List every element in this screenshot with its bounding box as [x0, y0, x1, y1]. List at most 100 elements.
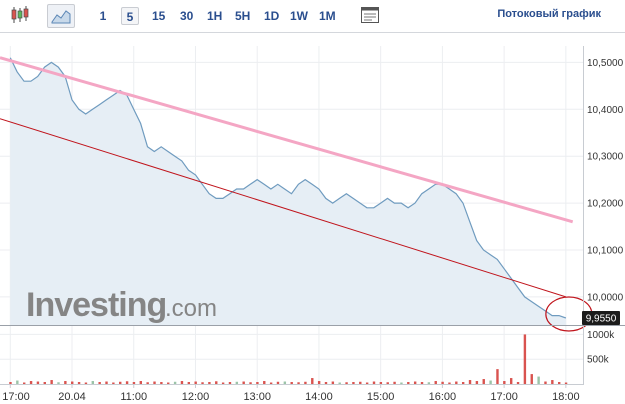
volume-bar: [544, 381, 547, 384]
volume-bar: [139, 381, 143, 384]
volume-tick-label: 1000k: [587, 330, 615, 341]
volume-bar: [461, 382, 465, 384]
volume-bar: [516, 382, 520, 384]
volume-bar: [400, 382, 403, 384]
volume-bar: [77, 382, 81, 384]
interval-button-15[interactable]: 15: [152, 9, 166, 23]
volume-tick-label: 500k: [587, 355, 610, 366]
volume-bar: [43, 382, 46, 384]
volume-bar: [194, 381, 197, 384]
volume-bar: [407, 382, 410, 384]
volume-bar: [50, 380, 53, 384]
volume-bar: [112, 382, 115, 384]
interval-button-1[interactable]: 1: [99, 9, 107, 23]
volume-bar: [208, 382, 211, 384]
volume-bar: [215, 381, 218, 384]
volume-bar: [509, 378, 513, 384]
volume-bar: [420, 382, 424, 384]
upper-trendline: [0, 56, 574, 224]
volume-bar: [359, 381, 362, 384]
volume-bar: [71, 381, 74, 384]
x-tick-label: 11:00: [120, 391, 147, 403]
main-plot: Investing .com: [0, 46, 593, 384]
interval-button-1h[interactable]: 1H: [207, 9, 223, 23]
volume-bar: [503, 381, 506, 384]
volume-bar: [496, 369, 499, 384]
volume-bar: [119, 381, 122, 384]
price-line: [9, 57, 567, 319]
volume-bar: [523, 334, 527, 384]
interval-button-5h[interactable]: 5H: [235, 9, 251, 23]
volume-bar: [23, 382, 26, 384]
volume-bar: [290, 382, 293, 384]
volume-bar: [269, 382, 273, 384]
volume-bar: [132, 382, 136, 384]
volume-bar: [475, 381, 479, 384]
volume-bar: [180, 381, 184, 384]
volume-bar: [173, 381, 177, 384]
x-tick-label: 17:00: [490, 391, 518, 403]
volume-bar: [386, 382, 389, 384]
x-tick-label: 14:00: [305, 391, 333, 403]
volume-bar: [256, 382, 259, 384]
volume-bar: [304, 381, 307, 384]
volume-bar: [372, 381, 376, 384]
interval-button-1m[interactable]: 1M: [319, 9, 336, 23]
price-area: [10, 57, 566, 325]
current-price-tag-bg: [582, 310, 620, 325]
volume-bar: [338, 382, 341, 384]
volume-bar: [482, 379, 485, 384]
volume-bar: [242, 381, 245, 384]
volume-bar: [530, 374, 533, 384]
volume-bar: [36, 381, 40, 384]
streaming-chart-link[interactable]: Потоковый график: [497, 8, 601, 20]
volume-bar: [352, 382, 355, 384]
volume-bar: [98, 382, 101, 384]
x-tick-label: 15:00: [367, 391, 395, 403]
volume-bars: [9, 334, 568, 384]
volume-bar: [221, 382, 225, 384]
volume-bar: [564, 382, 568, 384]
candlestick-icon[interactable]: [8, 4, 32, 26]
volume-bar: [283, 381, 287, 384]
current-price-label: 9,9550: [586, 313, 617, 324]
x-tick-label: 17:00: [2, 391, 30, 403]
x-tick-label: 16:00: [429, 391, 457, 403]
y-tick-label: 10,5000: [587, 58, 624, 69]
volume-bar: [365, 382, 369, 384]
watermark-brand: Investing: [26, 286, 166, 324]
y-tick-label: 10,1000: [587, 245, 624, 256]
volume-bar: [297, 382, 300, 384]
y-tick-label: 10,0000: [587, 292, 624, 303]
interval-button-5[interactable]: 5: [121, 7, 139, 25]
lower-trendline: [0, 118, 567, 298]
volume-bar: [311, 378, 314, 384]
y-tick-label: 10,2000: [587, 199, 624, 210]
volume-bar: [427, 382, 431, 384]
volume-bar: [557, 382, 561, 384]
volume-bar: [9, 382, 12, 384]
volume-bar: [276, 381, 280, 384]
volume-bar: [324, 382, 328, 384]
x-tick-label: 13:00: [243, 391, 271, 403]
watermark: Investing .com: [26, 286, 217, 324]
volume-bar: [187, 382, 191, 384]
volume-bar: [263, 381, 266, 384]
volume-bar: [441, 381, 444, 384]
volume-bar: [551, 380, 554, 384]
y-axis: 10,5000 10,4000 10,3000 10,2000 10,1000 10,00…: [587, 58, 624, 303]
chart-toolbar: 1 5 15 30 1H 5H 1D 1W 1M Потоковый график: [0, 0, 625, 32]
interval-button-30[interactable]: 30: [180, 9, 194, 23]
interval-button-1w[interactable]: 1W: [290, 9, 308, 23]
volume-bar: [317, 381, 321, 384]
volume-bar: [29, 381, 33, 384]
volume-bar: [331, 381, 335, 384]
indicator-panel-icon[interactable]: [359, 4, 381, 26]
y-tick-label: 10,4000: [587, 105, 624, 116]
volume-bar: [91, 381, 94, 384]
area-chart-icon[interactable]: [47, 4, 75, 28]
interval-button-1d[interactable]: 1D: [264, 9, 280, 23]
current-price-tag: 9,9550: [582, 310, 620, 325]
volume-bar: [468, 380, 472, 384]
